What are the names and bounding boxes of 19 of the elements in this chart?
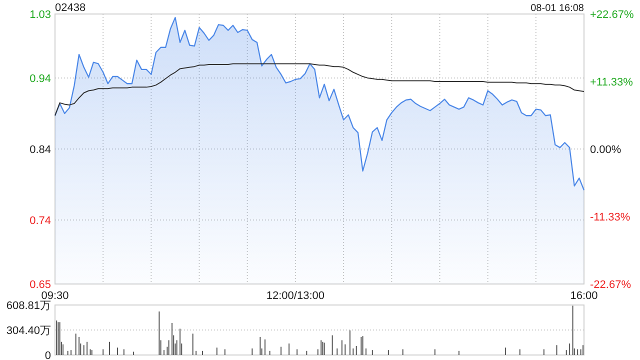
y-tick-label: 0 (44, 350, 51, 360)
x-tick-label: 12:00/13:00 (266, 290, 325, 302)
y-tick-label: 608.81万 (6, 300, 51, 312)
y2-tick-label: -22.67% (590, 279, 632, 291)
y2-tick-label: +22.67% (590, 9, 634, 21)
line-series (54, 63, 584, 116)
y2-tick-label: +11.33% (590, 76, 634, 89)
y-tick-label: 0.94 (30, 72, 51, 85)
x-tick-label: 16:00 (570, 290, 598, 302)
y2-tick-label: -11.33% (590, 211, 630, 224)
annotation: 08-01 16:08 (530, 3, 584, 14)
x-tick-label: 09:30 (41, 290, 69, 302)
y-tick-label: 1.03 (30, 9, 51, 21)
y-tick-label: 0.84 (30, 144, 51, 156)
y-tick-label: 304.40万 (6, 325, 51, 337)
chart-title: 02438 (55, 2, 86, 14)
y-tick-label: 0.65 (30, 279, 51, 291)
y-tick-label: 0.74 (30, 215, 51, 228)
y2-tick-label: 0.00% (590, 144, 622, 156)
